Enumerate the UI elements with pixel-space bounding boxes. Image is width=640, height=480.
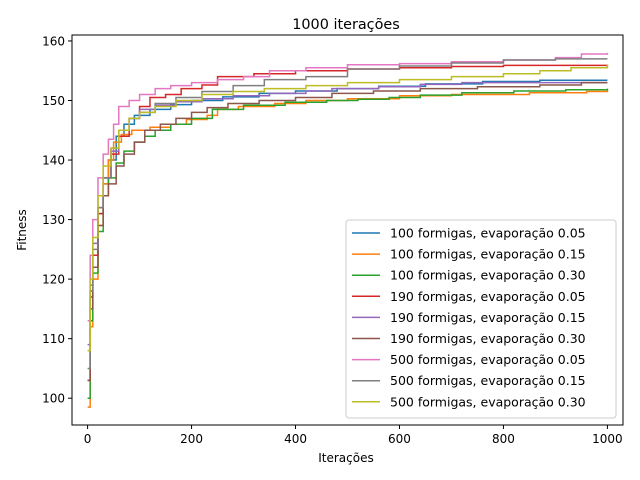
series-line-7 [87,52,609,322]
legend-label-9: 500 formigas, evaporação 0.30 [390,394,586,409]
x-tick-label-0: 0 [84,432,92,446]
y-tick-label-5: 150 [42,94,65,108]
x-tick-label-2: 400 [284,432,307,446]
y-axis-ticks: 100 110 120 130 140 150 160 [42,34,72,406]
x-tick-label-1: 200 [180,432,203,446]
legend-label-7: 500 formigas, evaporação 0.05 [390,352,586,367]
x-axis-label: Iterações [318,451,374,465]
plot-lines [87,52,609,408]
y-tick-label-3: 130 [42,213,65,227]
series-line-6 [87,81,608,382]
y-axis-label: Fitness [15,209,29,251]
chart-title: 1000 iterações [292,17,400,33]
legend-label-6: 190 formigas, evaporação 0.30 [390,331,586,346]
series-line-8 [87,58,608,370]
legend-label-4: 190 formigas, evaporação 0.05 [390,289,586,304]
legend: 100 formigas, evaporação 0.05 100 formiga… [345,219,617,419]
legend-box [345,219,617,419]
legend-label-5: 190 formigas, evaporação 0.15 [390,310,586,325]
y-tick-label-6: 160 [42,34,65,48]
x-tick-label-5: 1000 [592,432,623,446]
plot-frame [71,34,624,426]
y-tick-label-2: 120 [42,272,65,286]
y-tick-label-1: 110 [42,332,65,346]
series-line-9 [87,64,609,352]
legend-label-8: 500 formigas, evaporação 0.15 [390,373,586,388]
legend-label-2: 100 formigas, evaporação 0.15 [390,247,586,262]
y-tick-label-4: 140 [42,153,65,167]
legend-label-3: 100 formigas, evaporação 0.30 [390,268,586,283]
legend-label-1: 100 formigas, evaporação 0.05 [390,226,586,241]
x-axis-ticks: 0 200 400 600 800 1000 [84,425,623,446]
x-tick-label-3: 600 [388,432,411,446]
y-tick-label-0: 100 [42,392,65,406]
x-tick-label-4: 800 [492,432,515,446]
